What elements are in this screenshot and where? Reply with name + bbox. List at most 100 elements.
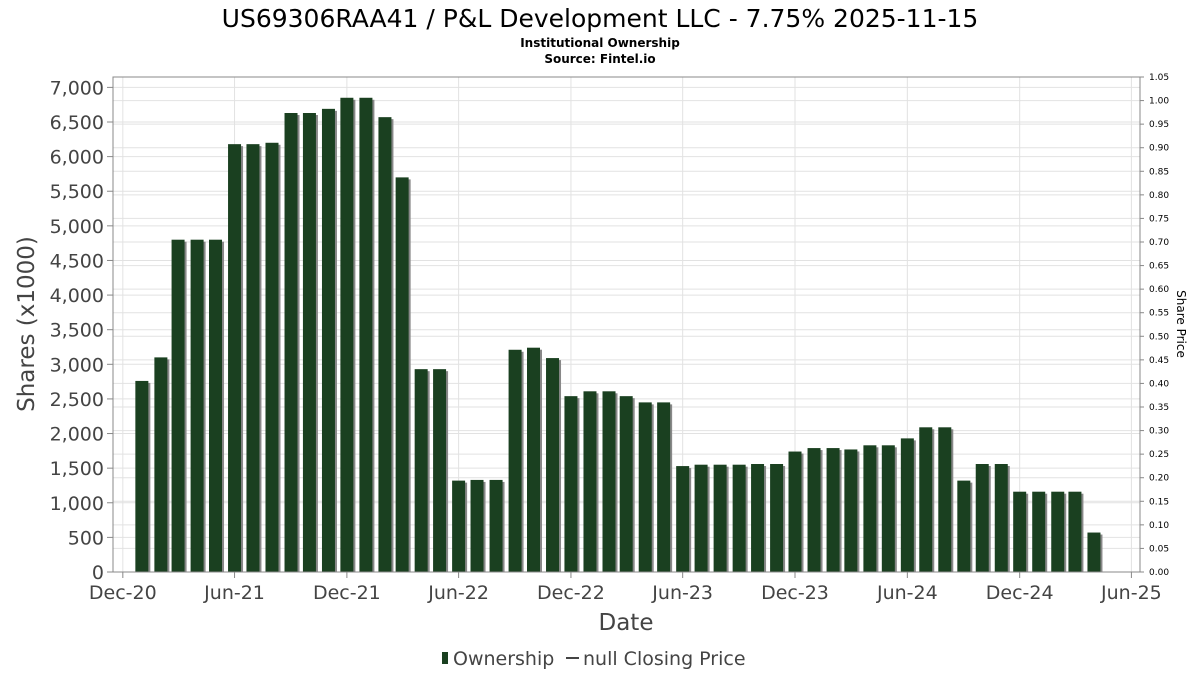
y2-tick-label: 0.15 xyxy=(1149,497,1169,507)
y2-tick-label: 0.85 xyxy=(1149,167,1169,177)
ownership-bar xyxy=(732,464,746,572)
x-tick-label: Jun-24 xyxy=(876,582,938,604)
plot-area-frame xyxy=(112,76,1141,573)
ownership-bar xyxy=(340,97,354,573)
y-tick-label: 4,500 xyxy=(50,250,104,272)
y2-tick-label: 0.30 xyxy=(1149,427,1169,437)
ownership-bar xyxy=(284,113,298,572)
ownership-bar xyxy=(154,357,168,572)
y2-tick-label: 0.25 xyxy=(1149,450,1169,460)
y-tick-label: 6,000 xyxy=(50,147,104,169)
ownership-bar xyxy=(938,427,952,572)
ownership-bar xyxy=(395,177,409,572)
ownership-bar xyxy=(546,358,560,572)
bars xyxy=(135,97,1103,573)
ownership-bar xyxy=(414,369,428,572)
x-axis-ticks: Dec-20 Jun-21 Dec-21 Jun-22 Dec-22 Jun-23 Dec-… xyxy=(89,572,1162,604)
legend-ownership-swatch xyxy=(442,652,448,664)
ownership-bar xyxy=(638,402,652,572)
y-tick-label: 0 xyxy=(92,562,104,584)
ownership-bar xyxy=(1032,491,1046,572)
y-axis-label: Shares (x1000) xyxy=(14,236,40,412)
ownership-bar xyxy=(975,464,989,572)
y2-tick-label: 0.70 xyxy=(1149,238,1169,248)
ownership-bar xyxy=(302,113,316,572)
y-tick-label: 1,000 xyxy=(50,493,104,515)
ownership-bar xyxy=(135,380,149,572)
y-tick-label: 4,000 xyxy=(50,285,104,307)
y-tick-label: 500 xyxy=(68,527,104,549)
ownership-bar xyxy=(602,391,616,572)
ownership-bar xyxy=(770,464,784,572)
ownership-bar xyxy=(228,144,242,572)
ownership-bar xyxy=(489,479,503,572)
ownership-bar xyxy=(378,117,392,573)
y2-tick-label: 0.35 xyxy=(1149,403,1169,413)
x-tick-label: Dec-23 xyxy=(761,582,829,604)
chart-subtitle-line-2: Source: Fintel.io xyxy=(544,52,655,66)
y-tick-label: 1,500 xyxy=(50,458,104,480)
ownership-bar xyxy=(788,451,802,572)
y2-tick-label: 0.20 xyxy=(1149,474,1169,484)
x-tick-label: Dec-20 xyxy=(89,582,157,604)
y2-tick-label: 0.40 xyxy=(1149,379,1169,389)
ownership-bar xyxy=(564,396,578,572)
legend-price-label: null Closing Price xyxy=(583,648,746,670)
ownership-bar xyxy=(265,142,279,572)
x-tick-label: Jun-21 xyxy=(203,582,265,604)
ownership-bar xyxy=(452,480,466,572)
y2-tick-label: 0.00 xyxy=(1149,568,1169,578)
x-tick-label: Jun-23 xyxy=(651,582,713,604)
ownership-bar xyxy=(694,464,708,572)
x-tick-label: Jun-22 xyxy=(427,582,489,604)
ownership-bar xyxy=(881,445,895,572)
ownership-bar xyxy=(190,239,204,572)
y-tick-label: 5,000 xyxy=(50,216,104,238)
y-tick-label: 3,000 xyxy=(50,354,104,376)
ownership-bar xyxy=(713,464,727,572)
y-tick-label: 6,500 xyxy=(50,112,104,134)
ownership-bar xyxy=(433,369,447,572)
y-tick-label: 7,000 xyxy=(50,77,104,99)
ownership-bar xyxy=(657,402,671,572)
y-tick-label: 2,500 xyxy=(50,389,104,411)
y2-tick-label: 0.55 xyxy=(1149,309,1169,319)
ownership-bar xyxy=(1051,491,1065,572)
y2-tick-label: 0.45 xyxy=(1149,356,1169,366)
y-axis-ticks: 0 500 1,000 1,500 2,000 2,500 3,000 3,500 4,000 4… xyxy=(50,77,113,584)
y2-tick-label: 1.05 xyxy=(1149,73,1169,83)
y2-tick-label: 0.05 xyxy=(1149,544,1169,554)
y2-tick-label: 0.95 xyxy=(1149,120,1169,130)
y2-axis-label: Share Price xyxy=(1174,290,1188,358)
y2-tick-label: 0.60 xyxy=(1149,285,1169,295)
ownership-bar xyxy=(807,448,821,572)
y2-axis-ticks: 0.00 0.05 0.10 0.15 0.20 0.25 0.30 0.35 0.40 0.45… xyxy=(1140,73,1169,578)
chart-subtitle-line-1: Institutional Ownership xyxy=(520,36,680,50)
y-tick-label: 2,000 xyxy=(50,424,104,446)
y2-tick-label: 0.90 xyxy=(1149,144,1169,154)
ownership-bar xyxy=(919,427,933,572)
ownership-bar xyxy=(359,97,373,573)
y2-tick-label: 0.80 xyxy=(1149,191,1169,201)
y2-tick-label: 0.10 xyxy=(1149,521,1169,531)
ownership-bar xyxy=(994,464,1008,572)
ownership-bar xyxy=(619,396,633,572)
y2-tick-label: 0.65 xyxy=(1149,262,1169,272)
legend: Ownership null Closing Price xyxy=(442,648,746,670)
x-tick-label: Dec-21 xyxy=(313,582,381,604)
x-tick-label: Dec-24 xyxy=(986,582,1054,604)
x-tick-label: Dec-22 xyxy=(537,582,605,604)
ownership-bar xyxy=(171,239,185,572)
y-tick-label: 3,500 xyxy=(50,320,104,342)
ownership-bar xyxy=(957,480,971,572)
ownership-bar xyxy=(583,391,597,572)
ownership-bar xyxy=(508,349,522,572)
ownership-bar xyxy=(751,464,765,572)
y2-tick-label: 0.75 xyxy=(1149,214,1169,224)
chart-title: US69306RAA41 / P&L Development LLC - 7.7… xyxy=(222,4,979,33)
ownership-bar xyxy=(209,239,223,572)
x-tick-label: Jun-25 xyxy=(1100,582,1162,604)
ownership-bar xyxy=(1087,532,1101,572)
ownership-bar xyxy=(1068,491,1082,572)
